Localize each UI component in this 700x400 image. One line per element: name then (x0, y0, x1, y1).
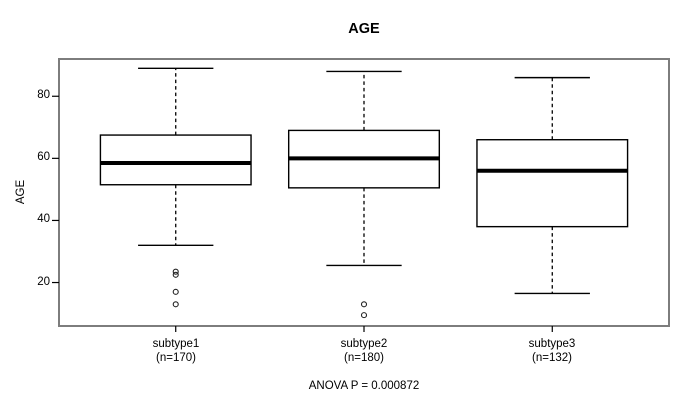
group-name: subtype1 (152, 338, 200, 350)
y-tick-label: 20 (37, 276, 50, 288)
group-n: (n=132) (532, 351, 572, 364)
x-group-label-subtype1: subtype1 (n=170) (106, 338, 246, 365)
y-tick-label: 40 (37, 213, 50, 225)
outlier-point (172, 301, 179, 308)
x-group-label-subtype2: subtype2 (n=180) (294, 338, 434, 365)
outlier-point (172, 288, 179, 295)
anova-annotation: ANOVA P = 0.000872 (308, 380, 420, 392)
chart-title: AGE (348, 21, 380, 37)
outlier-point (360, 312, 368, 319)
group-n: (n=170) (156, 351, 196, 364)
group-n: (n=180) (344, 351, 384, 364)
y-tick-label: 60 (37, 151, 50, 163)
outlier-point (360, 301, 368, 308)
group-name: subtype3 (528, 338, 576, 350)
outlier-point (172, 268, 179, 275)
y-tick-label: 80 (37, 89, 50, 101)
iqr-box (99, 134, 252, 186)
group-name: subtype2 (340, 338, 388, 350)
outlier-point (172, 271, 179, 278)
iqr-box (476, 139, 629, 228)
x-group-label-subtype3: subtype3 (n=132) (482, 338, 622, 365)
